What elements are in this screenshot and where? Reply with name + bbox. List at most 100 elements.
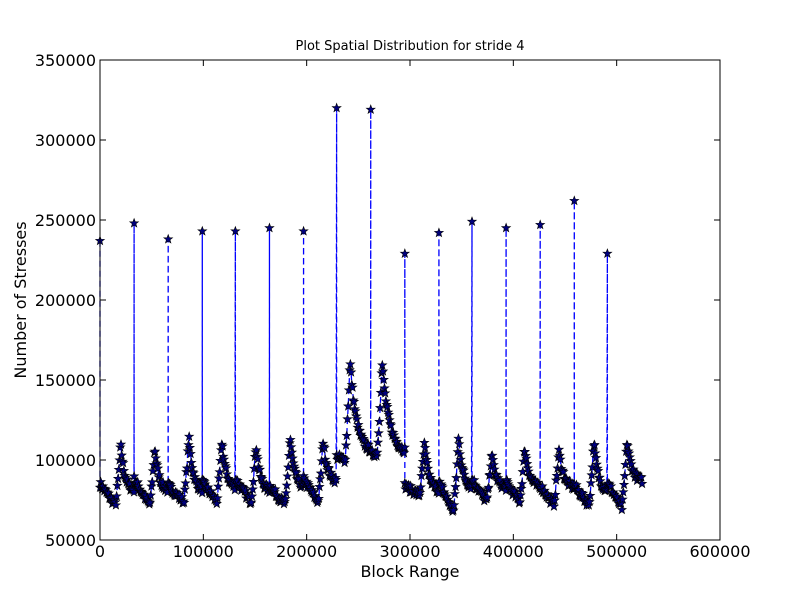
data-point-star: [284, 437, 295, 448]
data-point-star: [353, 419, 364, 430]
x-tick-label: 600000: [689, 542, 750, 561]
data-point-star: [113, 464, 125, 475]
y-tick-label: 150000: [35, 371, 96, 390]
data-point-star: [212, 492, 223, 503]
data-point-star: [179, 483, 191, 494]
data-point-star: [285, 434, 296, 445]
data-point-star: [230, 225, 241, 236]
data-point-star: [331, 102, 342, 113]
y-axis: 50000 100000 150000 200000 250000 300000 35000…: [35, 51, 720, 550]
data-point-star: [112, 473, 124, 484]
data-point-star: [450, 481, 461, 492]
data-point-star: [415, 481, 426, 492]
data-point-star: [616, 504, 628, 515]
data-point-star: [377, 359, 388, 370]
data-point-star: [555, 453, 566, 464]
data-point-star: [319, 442, 330, 453]
data-point-star: [348, 396, 360, 407]
data-point-star: [286, 446, 298, 457]
data-point-star: [264, 222, 275, 233]
data-point-star: [110, 499, 122, 510]
data-point-star: [154, 469, 165, 480]
x-axis-label: Block Range: [360, 562, 459, 581]
data-point-star: [280, 493, 291, 504]
data-point-star: [252, 453, 263, 464]
data-point-star: [398, 447, 410, 458]
data-point-star: [558, 466, 569, 477]
data-point-star: [246, 490, 258, 501]
data-point-star: [433, 227, 445, 238]
data-point-star: [163, 233, 174, 244]
data-point-star: [183, 431, 195, 442]
data-point-star: [117, 457, 129, 468]
data-point-star: [537, 480, 548, 491]
data-point-star: [313, 493, 324, 504]
data-point-star: [619, 470, 630, 481]
data-point-star: [420, 448, 432, 459]
x-tick-label: 0: [95, 542, 105, 561]
data-point-star: [422, 463, 434, 473]
data-point-star: [636, 471, 647, 482]
data-point-star: [340, 439, 352, 450]
data-point-star: [535, 219, 546, 230]
data-point-star: [586, 469, 597, 480]
data-point-star: [372, 437, 384, 447]
data-point-star: [197, 225, 208, 236]
data-point-star: [157, 476, 169, 487]
plot-area: [100, 60, 720, 540]
data-point-star: [454, 448, 466, 459]
data-point-star: [282, 470, 293, 481]
data-point-star: [451, 472, 462, 483]
data-point-star: [185, 448, 196, 459]
data-point-star: [617, 493, 628, 504]
data-point-star: [111, 490, 122, 501]
data-point-star: [315, 467, 327, 478]
data-point-star: [377, 365, 389, 376]
data-point-star: [382, 401, 393, 412]
data-point-star: [188, 467, 199, 478]
x-tick-label: 100000: [173, 542, 234, 561]
data-point-star: [553, 444, 565, 455]
data-point-star: [590, 452, 602, 463]
data-point-star: [569, 195, 580, 206]
data-point-star: [365, 104, 376, 115]
data-point-star: [116, 449, 127, 460]
data-point-star: [341, 430, 352, 441]
data-point-star: [516, 478, 528, 489]
x-tick-label: 500000: [586, 542, 647, 561]
data-point-star: [399, 248, 411, 259]
data-point-star: [453, 438, 465, 449]
data-point-star: [115, 439, 127, 449]
data-point-star: [220, 462, 232, 473]
data-point-star: [342, 413, 353, 424]
series-layer: [94, 102, 648, 516]
data-point-star: [298, 225, 309, 236]
data-point-star: [585, 490, 596, 501]
data-point-star: [145, 489, 156, 500]
data-point-star: [251, 444, 262, 455]
data-point-star: [176, 491, 188, 502]
data-point-star: [549, 494, 560, 505]
y-tick-label: 100000: [35, 451, 96, 470]
data-point-star: [314, 473, 326, 484]
data-point-star: [363, 439, 374, 450]
data-point-star: [422, 457, 433, 468]
data-point-star: [291, 467, 302, 478]
data-point-star: [330, 474, 342, 485]
data-point-star: [584, 496, 595, 507]
data-point-star: [449, 488, 461, 499]
data-point-star: [481, 491, 493, 502]
data-point-star: [152, 462, 164, 473]
data-point-star: [602, 248, 613, 259]
data-point-star: [373, 427, 384, 438]
data-point-star: [247, 483, 258, 494]
data-point-star: [455, 454, 466, 465]
data-point-star: [626, 458, 637, 469]
data-point-star: [340, 454, 351, 464]
data-point-star: [378, 374, 389, 385]
data-point-star: [585, 477, 597, 488]
data-point-star: [589, 439, 600, 450]
data-point-star: [128, 470, 140, 481]
data-point-star: [385, 419, 397, 430]
